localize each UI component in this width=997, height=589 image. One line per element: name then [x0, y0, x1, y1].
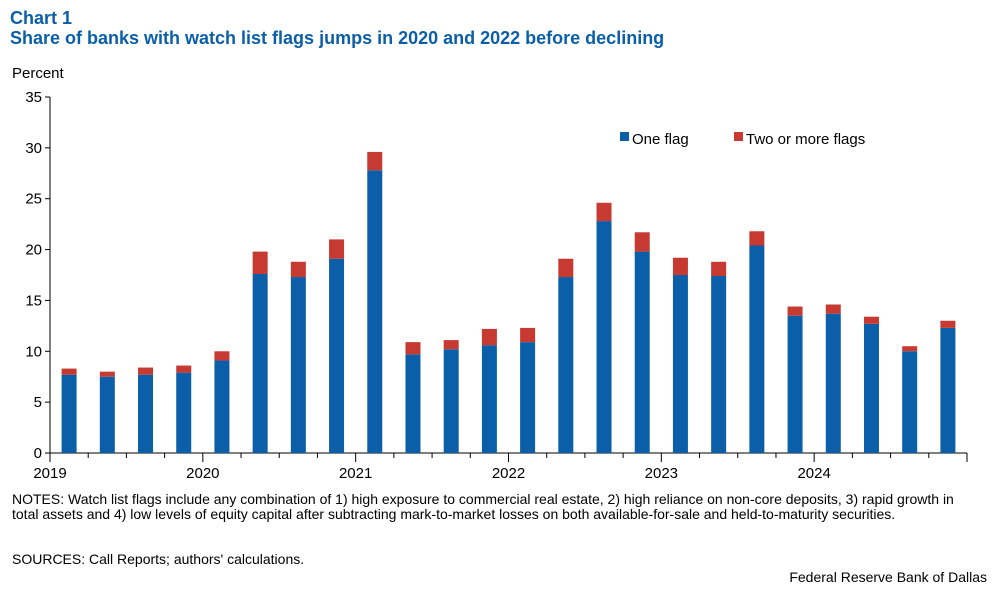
bar-two-or-more-flags: [558, 258, 574, 278]
y-tick-label: 25: [25, 191, 42, 208]
bar-one-flag: [825, 313, 841, 453]
sources-text: SOURCES: Call Reports; authors' calculat…: [12, 551, 305, 567]
bar-two-or-more-flags: [825, 304, 841, 314]
bar-one-flag: [138, 374, 154, 453]
bar-one-flag: [558, 277, 574, 453]
bar-one-flag: [405, 354, 421, 453]
bar-two-or-more-flags: [290, 261, 306, 278]
y-tick-label: 5: [34, 394, 42, 411]
title-block: Chart 1 Share of banks with watch list f…: [10, 8, 664, 48]
bar-two-or-more-flags: [520, 327, 536, 343]
bar-one-flag: [214, 360, 230, 453]
bar-one-flag: [672, 275, 688, 453]
bar-one-flag: [863, 323, 879, 453]
bar-two-or-more-flags: [367, 151, 383, 171]
bar-one-flag: [902, 351, 918, 453]
notes-text: NOTES: Watch list flags include any comb…: [12, 491, 954, 522]
bar-one-flag: [787, 315, 803, 453]
bar-two-or-more-flags: [481, 328, 497, 346]
bar-chart: 0 5 10 15 20 25 30 35 2019 2020 2021 2022 2023 2024 On…: [25, 89, 968, 482]
legend-two-or-more-flags-label: Two or more flags: [746, 131, 865, 148]
y-tick-label: 30: [25, 140, 42, 157]
x-tick-label: 2021: [339, 465, 372, 482]
bar-two-or-more-flags: [940, 320, 956, 328]
bar-one-flag: [252, 273, 268, 453]
bar-one-flag: [443, 349, 459, 453]
bar-two-or-more-flags: [61, 368, 77, 375]
bar-one-flag: [176, 372, 192, 453]
bar-one-flag: [940, 327, 956, 453]
bar-two-or-more-flags: [443, 340, 459, 350]
y-tick-label: 0: [34, 445, 42, 462]
bar-two-or-more-flags: [99, 371, 115, 377]
bar-two-or-more-flags: [214, 351, 230, 361]
bar-two-or-more-flags: [252, 251, 268, 274]
bar-one-flag: [329, 258, 345, 453]
x-tick-label: 2024: [797, 465, 830, 482]
y-axis-label: Percent: [12, 65, 64, 82]
y-tick-label: 20: [25, 242, 42, 259]
y-tick-label: 15: [25, 292, 42, 309]
bar-one-flag: [596, 221, 612, 453]
bar-two-or-more-flags: [329, 239, 345, 259]
legend-two-or-more-flags-swatch: [734, 132, 743, 141]
bar-two-or-more-flags: [711, 261, 727, 277]
y-tick-label: 10: [25, 343, 42, 360]
x-tick-label: 2019: [33, 465, 66, 482]
bar-two-or-more-flags: [672, 257, 688, 275]
y-tick-label: 35: [25, 89, 42, 106]
bar-two-or-more-flags: [176, 365, 192, 373]
chart-label: Chart 1: [10, 8, 73, 28]
bar-one-flag: [634, 251, 650, 453]
bar-one-flag: [520, 342, 536, 453]
bar-one-flag: [749, 245, 765, 453]
legend-one-flag-label: One flag: [632, 131, 689, 148]
x-tick-label: 2023: [645, 465, 678, 482]
legend-one-flag-swatch: [620, 132, 629, 141]
bar-two-or-more-flags: [902, 346, 918, 352]
bar-two-or-more-flags: [138, 367, 154, 375]
bar-two-or-more-flags: [749, 231, 765, 246]
x-tick-label: 2022: [492, 465, 525, 482]
bar-one-flag: [711, 276, 727, 453]
credit-text: Federal Reserve Bank of Dallas: [789, 569, 987, 585]
bar-two-or-more-flags: [405, 342, 421, 355]
bar-two-or-more-flags: [634, 232, 650, 252]
bar-one-flag: [99, 376, 115, 453]
bar-two-or-more-flags: [787, 306, 803, 316]
chart-title: Share of banks with watch list flags jum…: [10, 28, 665, 48]
x-tick-label: 2020: [186, 465, 219, 482]
bar-two-or-more-flags: [596, 202, 612, 222]
bar-one-flag: [367, 170, 383, 453]
bar-one-flag: [61, 374, 77, 453]
bar-one-flag: [481, 345, 497, 453]
bar-one-flag: [290, 277, 306, 453]
bar-two-or-more-flags: [863, 316, 879, 324]
